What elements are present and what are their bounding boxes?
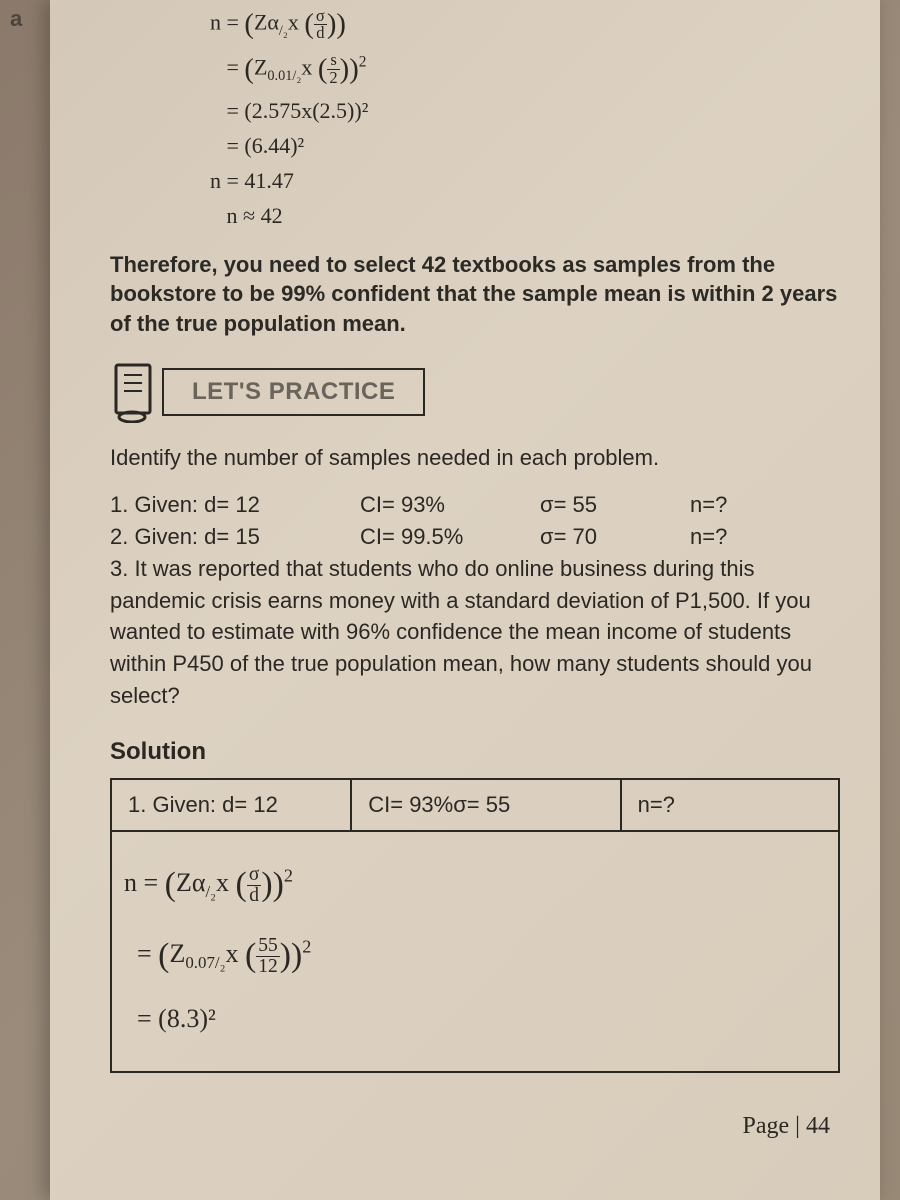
p2-ci: CI= 99.5% xyxy=(360,521,540,553)
solution-math-row: n = (Zα/₂x (σd))2 = (Z0.07/₂x (5512))2 =… xyxy=(111,831,839,1072)
instruction-text: Identify the number of samples needed in… xyxy=(110,445,840,471)
deriv-line-6: n ≈ 42 xyxy=(210,199,840,232)
deriv-l1-den: d xyxy=(314,25,327,42)
deriv-line-5: n = 41.47 xyxy=(210,164,840,197)
sol-c2: CI= 93%σ= 55 xyxy=(351,779,620,831)
p1-sigma: σ= 55 xyxy=(540,489,690,521)
solution-heading: Solution xyxy=(110,738,840,766)
problem-2: 2. Given: d= 15 CI= 99.5% σ= 70 n=? xyxy=(110,521,840,553)
derivation-block: n = (Zα/₂x (σd)) = (Z0.01/₂x (s2))2 = (2… xyxy=(210,0,840,232)
deriv-line-2: = (Z0.01/₂x (s2))2 xyxy=(210,49,840,92)
deriv-l2-z: Z xyxy=(254,54,267,79)
conclusion-text: Therefore, you need to select 42 textboo… xyxy=(110,250,840,339)
sol-line-1: n = (Zα/₂x (σd))2 xyxy=(124,850,826,921)
problem-3: 3. It was reported that students who do … xyxy=(110,553,840,712)
solution-table: 1. Given: d= 12 CI= 93%σ= 55 n=? n = (Zα… xyxy=(110,778,840,1073)
sol-line-2: = (Z0.07/₂x (5512))2 xyxy=(124,921,826,992)
notebook-icon xyxy=(110,361,158,423)
problems-block: 1. Given: d= 12 CI= 93% σ= 55 n=? 2. Giv… xyxy=(110,489,840,712)
sol-c1: 1. Given: d= 12 xyxy=(111,779,351,831)
sol-c3: n=? xyxy=(621,779,839,831)
p1-given: 1. Given: d= 12 xyxy=(110,489,360,521)
p2-n: n=? xyxy=(690,521,727,553)
p2-sigma: σ= 70 xyxy=(540,521,690,553)
deriv-l1-z: Zα xyxy=(254,10,279,35)
deriv-l2-sub: 0.01/₂ xyxy=(267,68,301,84)
page-number: Page | 44 xyxy=(110,1113,840,1140)
practice-label: LET'S PRACTICE xyxy=(162,368,425,416)
practice-heading: LET'S PRACTICE xyxy=(110,361,840,423)
label-a: a xyxy=(10,6,22,32)
deriv-l2-den: 2 xyxy=(327,70,339,87)
deriv-l1-x: x xyxy=(288,10,299,35)
p2-given: 2. Given: d= 15 xyxy=(110,521,360,553)
solution-math-cell: n = (Zα/₂x (σd))2 = (Z0.07/₂x (5512))2 =… xyxy=(111,831,839,1072)
deriv-line-3: = (2.575x(2.5))² xyxy=(210,94,840,127)
deriv-l1-lhs: n = xyxy=(210,10,239,35)
sol-line-3: = (8.3)² xyxy=(124,992,826,1047)
problem-1: 1. Given: d= 12 CI= 93% σ= 55 n=? xyxy=(110,489,840,521)
deriv-line-4: = (6.44)² xyxy=(210,129,840,162)
deriv-line-1: n = (Zα/₂x (σd)) xyxy=(210,4,840,47)
p1-n: n=? xyxy=(690,489,727,521)
p1-ci: CI= 93% xyxy=(360,489,540,521)
deriv-l1-sub: /₂ xyxy=(279,23,288,39)
page-surface: n = (Zα/₂x (σd)) = (Z0.01/₂x (s2))2 = (2… xyxy=(50,0,880,1200)
deriv-l2-sup: 2 xyxy=(359,53,367,70)
deriv-l2-x: x xyxy=(301,54,312,79)
solution-header-row: 1. Given: d= 12 CI= 93%σ= 55 n=? xyxy=(111,779,839,831)
